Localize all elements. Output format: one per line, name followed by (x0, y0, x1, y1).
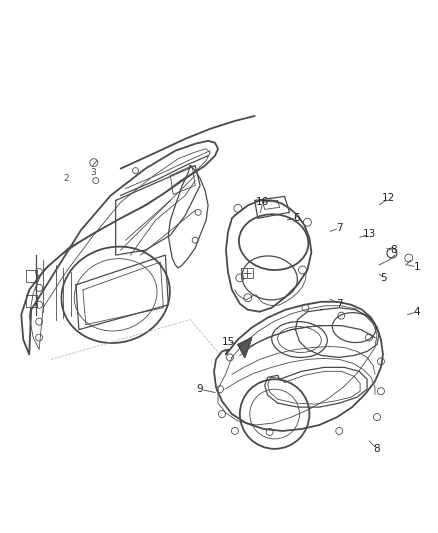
Text: 4: 4 (413, 306, 420, 317)
Text: 7: 7 (336, 299, 343, 309)
Text: 1: 1 (413, 262, 420, 272)
Text: 16: 16 (256, 197, 269, 207)
Text: 7: 7 (336, 223, 343, 233)
Text: 13: 13 (362, 229, 376, 239)
Text: 3: 3 (90, 168, 95, 177)
Text: 5: 5 (381, 273, 387, 283)
Text: 2: 2 (63, 174, 69, 183)
Polygon shape (238, 337, 252, 358)
Text: 15: 15 (221, 336, 235, 346)
Text: 8: 8 (391, 245, 397, 255)
Text: 12: 12 (382, 193, 396, 204)
Text: 6: 6 (293, 213, 300, 223)
Text: 8: 8 (374, 444, 380, 454)
Text: 9: 9 (197, 384, 203, 394)
